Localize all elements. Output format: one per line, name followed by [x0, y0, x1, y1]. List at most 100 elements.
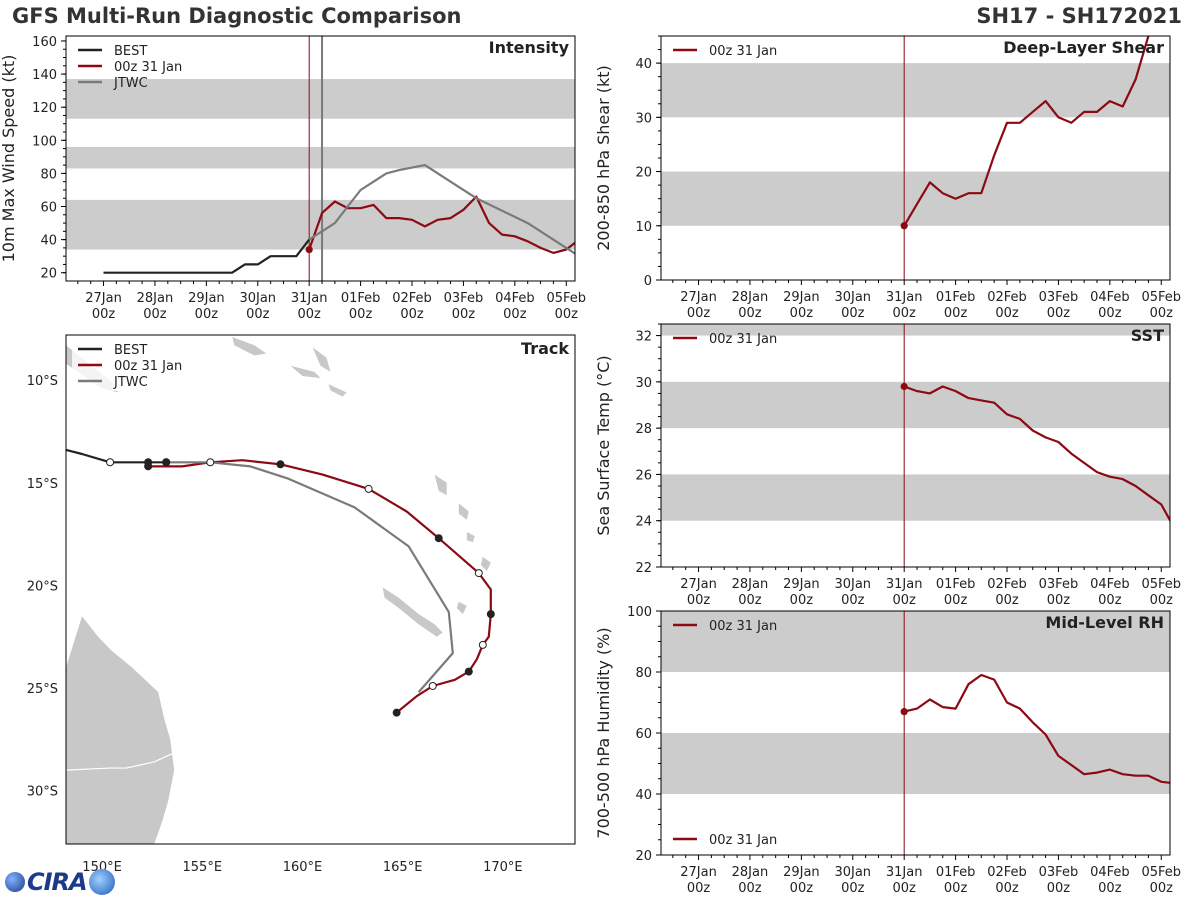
x-tick-label: 03Feb: [1039, 290, 1079, 305]
solomon-land-2: [290, 365, 321, 379]
x-tick-label: 27Jan: [680, 290, 717, 305]
y-tick-label: 100: [627, 605, 652, 620]
x-tick-label: 160°E: [283, 860, 323, 875]
globe-icon: [88, 869, 115, 895]
y-tick-label: 0: [644, 274, 652, 289]
x-tick-label: 00z: [195, 307, 219, 322]
y-tick-label: 60: [635, 727, 652, 742]
threshold-band: [661, 474, 1170, 521]
y-tick-label: 30°S: [27, 785, 58, 800]
y-tick-label: 60: [40, 201, 57, 216]
track-point-00z: [276, 460, 285, 469]
x-tick-label: 00z: [790, 593, 814, 608]
y-tick-label: 20: [635, 849, 652, 864]
x-tick-label: 29Jan: [188, 291, 225, 306]
x-tick-label: 00z: [1150, 881, 1174, 896]
legend-label: BEST: [114, 44, 147, 59]
threshold-band: [661, 733, 1170, 794]
y-axis-label: 10m Max Wind Speed (kt): [0, 55, 18, 263]
x-tick-label: 00z: [1098, 306, 1122, 321]
x-tick-label: 30Jan: [834, 865, 871, 880]
series-line-best: [103, 238, 311, 274]
threshold-band: [66, 199, 575, 250]
x-tick-label: 165°E: [383, 860, 423, 875]
x-tick-label: 00z: [246, 307, 270, 322]
x-tick-label: 02Feb: [987, 577, 1027, 592]
x-tick-label: 155°E: [183, 860, 223, 875]
track-point-00z: [144, 462, 153, 471]
x-tick-label: 04Feb: [1090, 577, 1130, 592]
x-tick-label: 30Jan: [834, 577, 871, 592]
new-caledonia-land: [382, 587, 443, 637]
y-tick-label: 80: [635, 666, 652, 681]
y-tick-label: 80: [40, 167, 57, 182]
x-tick-label: 30Jan: [239, 291, 276, 306]
x-tick-label: 04Feb: [495, 291, 535, 306]
series-start-point: [900, 708, 908, 716]
legend-label: 00z 31 Jan: [709, 44, 777, 59]
storm-id: SH17 - SH172021: [976, 4, 1182, 28]
x-tick-label: 00z: [738, 881, 762, 896]
x-tick-label: 00z: [944, 593, 968, 608]
vanuatu-land-3: [466, 532, 475, 543]
x-tick-label: 00z: [143, 307, 167, 322]
track-point-00z: [392, 708, 401, 717]
threshold-band: [661, 171, 1170, 226]
threshold-band: [661, 324, 1170, 336]
threshold-band: [661, 611, 1170, 672]
plot-area: [66, 36, 575, 281]
x-tick-label: 29Jan: [783, 865, 820, 880]
legend-label: 00z 31 Jan: [709, 833, 777, 848]
track-point-12z: [428, 681, 437, 690]
plot-area: [661, 324, 1170, 567]
panel-intensity: 2040608010012014016027Jan00z28Jan00z29Ja…: [0, 35, 586, 322]
x-tick-label: 00z: [687, 306, 711, 321]
plot-area: [661, 611, 1170, 855]
series-line-run: [903, 36, 1150, 227]
y-tick-label: 120: [32, 101, 57, 116]
series-start-point: [900, 222, 908, 230]
map-area: [66, 337, 495, 844]
threshold-band: [661, 63, 1170, 118]
y-tick-label: 22: [635, 561, 652, 576]
y-tick-label: 24: [635, 515, 652, 530]
series-line-run: [308, 195, 575, 254]
x-tick-label: 28Jan: [732, 577, 769, 592]
australia-land: [66, 616, 175, 844]
x-tick-label: 00z: [1047, 593, 1071, 608]
threshold-band: [66, 146, 575, 169]
track-point-12z: [364, 484, 373, 493]
x-tick-label: 00z: [92, 307, 116, 322]
x-tick-label: 00z: [298, 307, 322, 322]
cira-logo: CIRA: [5, 866, 115, 898]
x-tick-label: 00z: [1150, 306, 1174, 321]
x-tick-label: 00z: [1098, 593, 1122, 608]
x-tick-label: 02Feb: [987, 865, 1027, 880]
x-tick-label: 01Feb: [341, 291, 381, 306]
x-tick-label: 05Feb: [546, 291, 586, 306]
track-line-jtwc: [166, 461, 454, 693]
x-tick-label: 05Feb: [1141, 290, 1181, 305]
x-tick-label: 30Jan: [834, 290, 871, 305]
solomon-land-3: [312, 347, 331, 372]
y-axis-label: 200-850 hPa Shear (kt): [594, 65, 613, 251]
solomon-land-1: [232, 337, 267, 356]
series-line-jtwc: [308, 164, 575, 255]
panel-title: SST: [1131, 326, 1164, 345]
y-axis-label: Sea Surface Temp (°C): [594, 355, 613, 535]
track-point-00z: [434, 534, 443, 543]
x-tick-label: 27Jan: [85, 291, 122, 306]
x-tick-label: 02Feb: [987, 290, 1027, 305]
x-tick-label: 00z: [893, 881, 917, 896]
panel-shear: 01020304027Jan00z28Jan00z29Jan00z30Jan00…: [594, 35, 1181, 321]
x-tick-label: 170°E: [483, 860, 523, 875]
y-tick-label: 26: [635, 468, 652, 483]
x-tick-label: 00z: [738, 593, 762, 608]
panel-title: Intensity: [489, 38, 570, 57]
x-tick-label: 00z: [944, 881, 968, 896]
axes-frame: [65, 35, 576, 282]
threshold-band: [661, 381, 1170, 429]
series-start-point: [305, 245, 313, 254]
x-tick-label: 05Feb: [1141, 577, 1181, 592]
